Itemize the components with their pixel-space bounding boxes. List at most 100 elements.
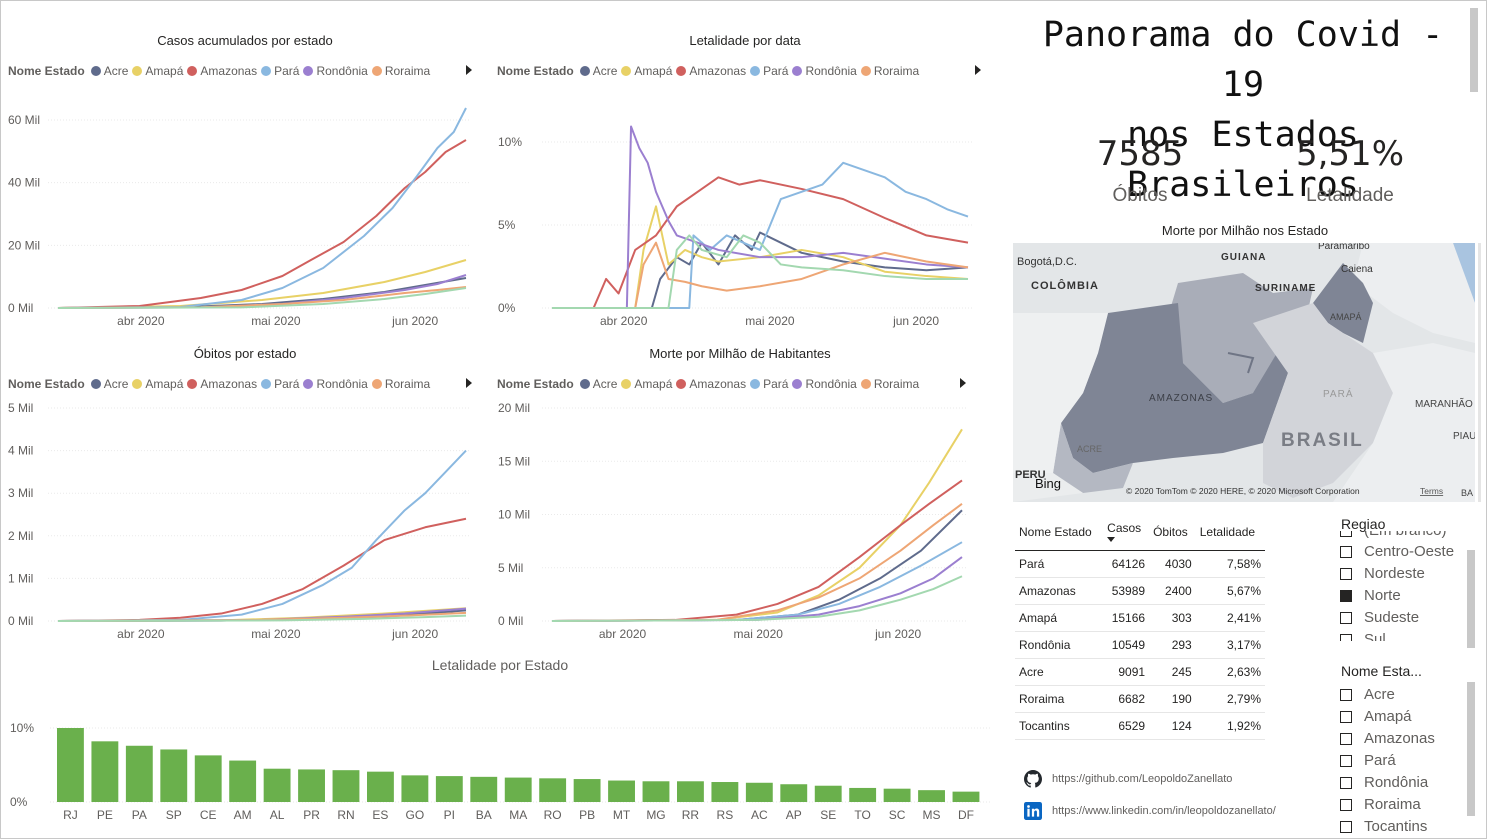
legend-item[interactable]: Roraima: [860, 377, 919, 391]
legend-item[interactable]: Pará: [261, 377, 299, 391]
legend-item[interactable]: Amazonas: [187, 377, 257, 391]
bar-go[interactable]: [401, 775, 429, 802]
obitos-line-chart[interactable]: 0 Mil 1 Mil 2 Mil 3 Mil 4 Mil 5 Mil abr 2020 ma…: [0, 400, 490, 645]
bar-ms[interactable]: [918, 790, 945, 802]
legend-item[interactable]: Rondônia: [792, 377, 857, 391]
regiao-item-sudeste[interactable]: Sudeste: [1340, 609, 1419, 626]
series-line-tocantins[interactable]: [552, 234, 968, 309]
map-visual[interactable]: Bogotá,D.C. COLÔMBIA GUIANA Paramaribo C…: [1013, 243, 1475, 502]
table-row[interactable]: Amazonas 53989 2400 5,67%: [1015, 577, 1265, 605]
table-row[interactable]: Pará 64126 4030 7,58%: [1015, 550, 1265, 578]
morte-milhao-line-chart[interactable]: 0 Mil 5 Mil 10 Mil 15 Mil 20 Mil abr 2020 mai …: [490, 400, 990, 645]
legend-item[interactable]: Amapá: [621, 377, 672, 391]
github-link-text[interactable]: https://github.com/LeopoldoZanellato: [1052, 773, 1233, 785]
morte-milhao-legend-next-icon[interactable]: [960, 378, 966, 388]
bar-am[interactable]: [229, 760, 257, 802]
bar-pi[interactable]: [435, 776, 463, 802]
legend-item[interactable]: Acre: [90, 377, 128, 391]
series-line-rondônia[interactable]: [551, 556, 963, 622]
table-header-estado[interactable]: Nome Estado: [1015, 515, 1104, 551]
estado-item-amapá[interactable]: Amapá: [1340, 708, 1412, 725]
series-line-amazonas[interactable]: [57, 139, 467, 309]
regiao-item-norte[interactable]: Norte: [1340, 587, 1401, 604]
checkbox[interactable]: [1340, 688, 1352, 701]
legend-item[interactable]: Acre: [579, 64, 617, 78]
legend-item[interactable]: Acre: [579, 377, 617, 391]
estado-item-amazonas[interactable]: Amazonas: [1340, 730, 1435, 747]
estado-item-acre[interactable]: Acre: [1340, 686, 1395, 703]
series-line-pará[interactable]: [57, 449, 467, 622]
checkbox[interactable]: [1340, 589, 1352, 602]
table-header-casos[interactable]: Casos: [1103, 515, 1150, 551]
bar-mg[interactable]: [642, 781, 670, 802]
table-row[interactable]: Roraima 6682 190 2,79%: [1015, 685, 1265, 713]
regiao-item-sul[interactable]: Sul: [1340, 631, 1386, 641]
checkbox[interactable]: [1340, 633, 1352, 641]
github-link[interactable]: https://github.com/LeopoldoZanellato: [1024, 770, 1232, 788]
legend-item[interactable]: Rondônia: [792, 64, 857, 78]
legend-item[interactable]: Amapá: [132, 377, 183, 391]
legend-item[interactable]: Rondônia: [303, 64, 368, 78]
casos-legend-next-icon[interactable]: [466, 65, 472, 75]
estado-item-pará[interactable]: Pará: [1340, 752, 1396, 769]
series-line-pará[interactable]: [552, 161, 969, 309]
bar-sp[interactable]: [160, 749, 188, 802]
bar-rr[interactable]: [677, 781, 704, 802]
series-line-tocantins[interactable]: [551, 575, 963, 622]
bar-ac[interactable]: [745, 782, 773, 802]
checkbox[interactable]: [1340, 798, 1352, 811]
bar-pa[interactable]: [125, 745, 153, 802]
bar-ro[interactable]: [539, 778, 567, 802]
checkbox[interactable]: [1340, 754, 1352, 767]
series-line-amazonas[interactable]: [551, 479, 963, 622]
bar-ba[interactable]: [470, 776, 498, 802]
bar-to[interactable]: [849, 787, 877, 802]
estado-item-roraima[interactable]: Roraima: [1340, 796, 1421, 813]
bar-rn[interactable]: [332, 770, 360, 802]
bar-sc[interactable]: [883, 788, 911, 802]
map-terms-link[interactable]: Terms: [1420, 486, 1443, 496]
estado-item-rondônia[interactable]: Rondônia: [1340, 774, 1428, 791]
estado-item-tocantins[interactable]: Tocantins: [1340, 818, 1427, 834]
checkbox[interactable]: [1340, 611, 1352, 624]
checkbox[interactable]: [1340, 776, 1352, 789]
table-row[interactable]: Tocantins 6529 124 1,92%: [1015, 712, 1265, 740]
series-line-acre[interactable]: [551, 509, 963, 622]
checkbox[interactable]: [1340, 567, 1352, 580]
regiao-slicer-scrollbar[interactable]: [1467, 550, 1475, 648]
table-header-letalidade[interactable]: Letalidade: [1195, 515, 1265, 551]
bar-ce[interactable]: [194, 755, 222, 802]
bar-pe[interactable]: [91, 741, 119, 802]
legend-item[interactable]: Roraima: [371, 64, 430, 78]
series-line-rondônia[interactable]: [552, 125, 969, 309]
regiao-item-partial[interactable]: (Em branco): [1340, 531, 1447, 539]
bar-mt[interactable]: [608, 780, 635, 802]
series-line-tocantins[interactable]: [57, 287, 467, 309]
legend-item[interactable]: Roraima: [860, 64, 919, 78]
series-line-tocantins[interactable]: [57, 614, 467, 622]
series-line-roraima[interactable]: [551, 503, 963, 622]
regiao-slicer[interactable]: (Em branco) Centro-Oeste Nordeste Norte Sud…: [1340, 531, 1465, 641]
series-line-roraima[interactable]: [552, 241, 969, 309]
bar-rs[interactable]: [711, 782, 739, 802]
series-line-amazonas[interactable]: [57, 517, 467, 622]
title-scrollbar[interactable]: [1470, 8, 1478, 92]
letalidade-estado-bar-chart[interactable]: 0% 10% RJ PE PA SP CE AM AL PR RN ES GO PI BA MA RO PB MT M…: [0, 680, 1000, 830]
bar-es[interactable]: [367, 771, 394, 802]
table-row[interactable]: Rondônia 10549 293 3,17%: [1015, 631, 1265, 659]
bar-pb[interactable]: [573, 779, 601, 802]
linkedin-link-text[interactable]: https://www.linkedin.com/in/leopoldozane…: [1052, 805, 1276, 817]
table-header-obitos[interactable]: Óbitos: [1149, 515, 1196, 551]
series-line-amazonas[interactable]: [552, 176, 969, 309]
bar-ap[interactable]: [780, 784, 808, 802]
series-line-pará[interactable]: [57, 107, 467, 309]
obitos-legend-next-icon[interactable]: [466, 378, 472, 388]
legend-item[interactable]: Roraima: [371, 377, 430, 391]
linkedin-link[interactable]: https://www.linkedin.com/in/leopoldozane…: [1024, 802, 1276, 820]
checkbox[interactable]: [1340, 820, 1352, 833]
map-canvas[interactable]: Bogotá,D.C. COLÔMBIA GUIANA Paramaribo C…: [1013, 243, 1475, 502]
map-scrollbar[interactable]: [1478, 243, 1481, 502]
bar-rj[interactable]: [57, 728, 84, 802]
checkbox[interactable]: [1340, 545, 1352, 558]
regiao-item-centro-oeste[interactable]: Centro-Oeste: [1340, 543, 1454, 560]
